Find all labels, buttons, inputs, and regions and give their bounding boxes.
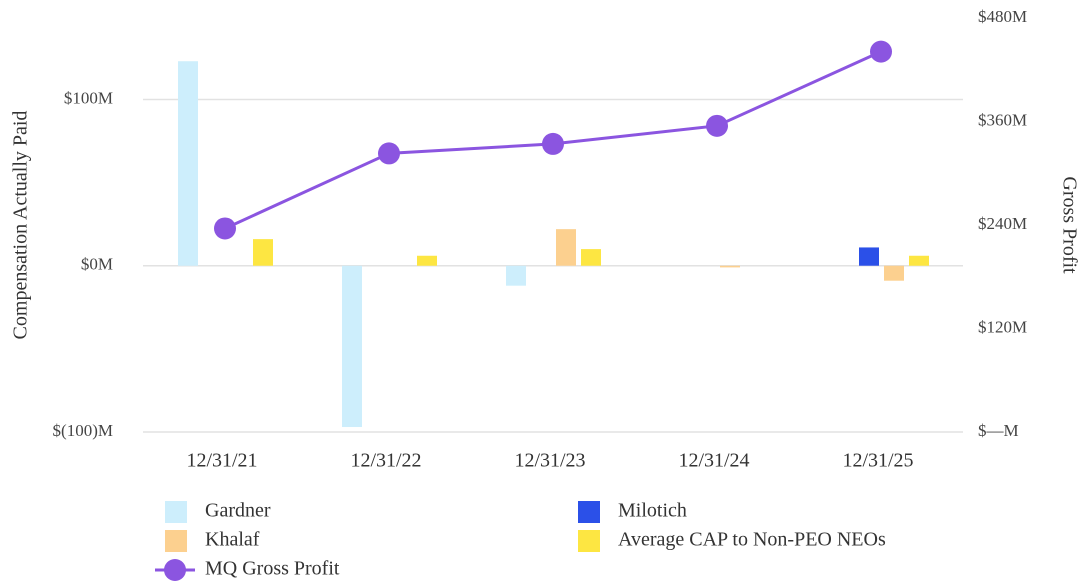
legend-marker	[164, 559, 186, 581]
legend-label: Milotich	[618, 500, 687, 522]
x-tick-label: 12/31/21	[186, 450, 257, 472]
legend-label: Gardner	[205, 500, 271, 522]
y2-tick-label: $360M	[978, 110, 1027, 129]
bar	[909, 255, 929, 266]
point	[214, 217, 236, 240]
y2-tick-label: $—M	[978, 421, 1019, 440]
point	[870, 40, 892, 63]
bar	[581, 249, 601, 266]
y-tick-label: $100M	[64, 88, 113, 107]
x-tick-label: 12/31/23	[514, 450, 585, 472]
legend-label: Khalaf	[205, 529, 260, 551]
point	[542, 132, 564, 155]
legend-swatch	[578, 501, 600, 523]
legend-label: MQ Gross Profit	[205, 558, 340, 580]
y-tick-label: $0M	[81, 255, 113, 274]
bar	[253, 239, 273, 266]
bar	[178, 61, 198, 266]
x-tick-label: 12/31/24	[678, 450, 749, 472]
point	[378, 142, 400, 165]
legend-label: Average CAP to Non-PEO NEOs	[618, 529, 886, 551]
y2-tick-label: $240M	[978, 214, 1027, 233]
x-tick-label: 12/31/25	[842, 450, 913, 472]
bar	[884, 265, 904, 281]
y-axis-title: Compensation Actually Paid	[10, 111, 32, 340]
bar	[720, 265, 740, 268]
bar	[556, 229, 576, 266]
y2-axis-title: Gross Profit	[1058, 176, 1080, 274]
point	[706, 114, 728, 137]
legend-swatch	[578, 530, 600, 552]
x-tick-label: 12/31/22	[350, 450, 421, 472]
legend-swatch	[165, 530, 187, 552]
y-tick-label: $(100)M	[53, 421, 113, 440]
bar	[417, 255, 437, 266]
legend-swatch	[165, 501, 187, 523]
y2-tick-label: $480M	[978, 7, 1027, 26]
bar	[506, 265, 526, 286]
y2-tick-label: $120M	[978, 317, 1027, 336]
bar	[859, 247, 879, 266]
bar	[342, 265, 362, 428]
